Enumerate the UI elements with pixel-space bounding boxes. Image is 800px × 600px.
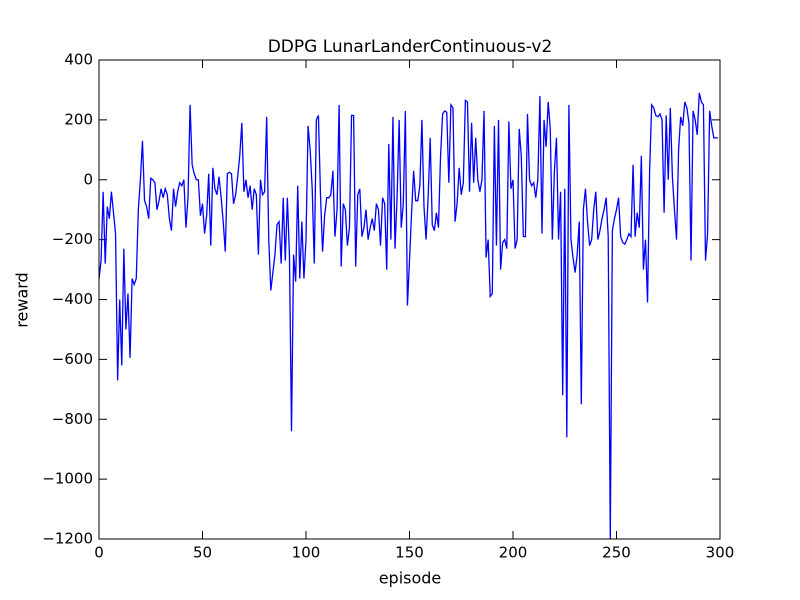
x-tick-label: 250 [602, 544, 631, 562]
x-tick-label: 100 [292, 544, 321, 562]
x-tick-label: 300 [706, 544, 735, 562]
y-tick-label: 200 [64, 110, 93, 128]
x-tick-label: 150 [395, 544, 424, 562]
y-tick-label: −1000 [42, 470, 93, 488]
y-tick-label: −600 [52, 350, 93, 368]
y-tick-label: 400 [64, 51, 93, 69]
y-tick-label: −200 [52, 230, 93, 248]
x-tick-label: 0 [94, 544, 104, 562]
y-tick-label: −1200 [42, 530, 93, 548]
y-axis-label: reward [13, 272, 32, 327]
y-tick-label: −800 [52, 410, 93, 428]
y-tick-label: −400 [52, 290, 93, 308]
x-tick-label: 200 [499, 544, 528, 562]
y-tick-label: 0 [83, 170, 93, 188]
x-tick-label: 50 [193, 544, 212, 562]
chart-title: DDPG LunarLanderContinuous-v2 [268, 37, 553, 57]
plot-frame [98, 59, 721, 540]
data-line [99, 92, 718, 539]
x-axis-label: episode [379, 569, 442, 588]
